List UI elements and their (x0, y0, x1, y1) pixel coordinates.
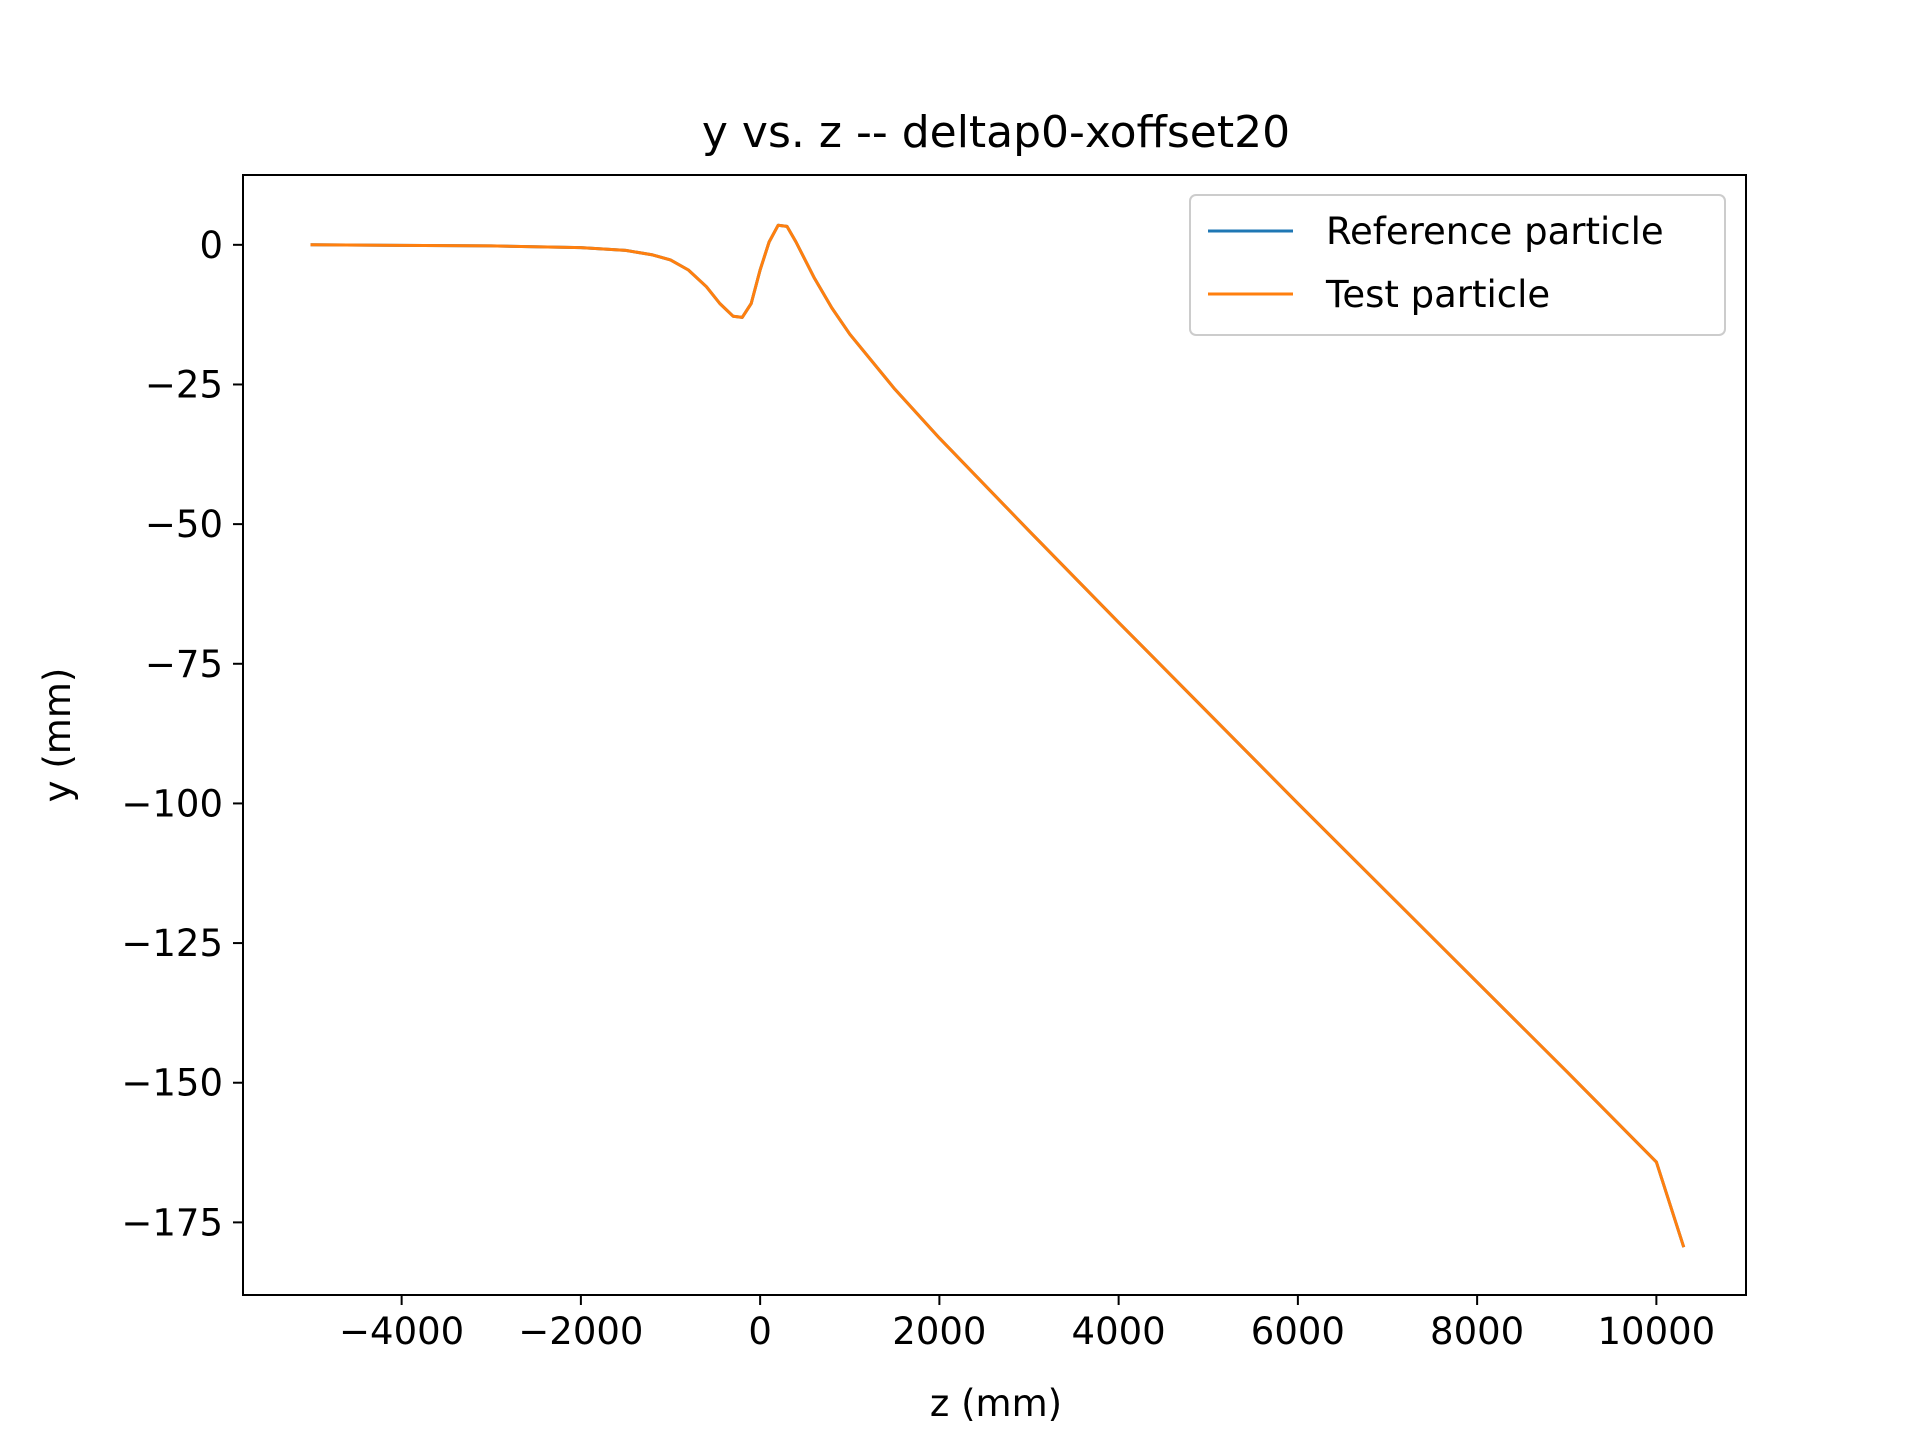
y-tick-label: −100 (121, 782, 223, 825)
chart-title: y vs. z -- deltap0-xoffset20 (702, 107, 1290, 158)
plot-area (243, 175, 1746, 1295)
x-tick-label: 2000 (892, 1310, 986, 1353)
y-tick-label: −125 (121, 922, 223, 965)
y-tick-label: −150 (121, 1062, 223, 1105)
x-tick-label: 8000 (1430, 1310, 1524, 1353)
x-tick-label: 4000 (1072, 1310, 1166, 1353)
y-axis-label: y (mm) (36, 668, 79, 803)
x-axis: −4000 −2000 0 2000 4000 6000 8000 10000 (339, 1295, 1715, 1353)
series-line-test (310, 223, 1686, 1248)
y-axis: 0 −25 −50 −75 −100 −125 −150 −175 (121, 224, 243, 1244)
y-tick-label: −50 (145, 503, 223, 546)
x-tick-label: 6000 (1251, 1310, 1345, 1353)
legend-frame (1189, 194, 1726, 336)
y-tick-label: −175 (121, 1201, 223, 1244)
x-tick-label: −2000 (518, 1310, 643, 1353)
legend: Reference particle Test particle (1189, 194, 1726, 336)
x-tick-label: 0 (748, 1310, 772, 1353)
series-layer (310, 223, 1686, 1248)
x-axis-label: z (mm) (930, 1382, 1062, 1425)
y-tick-label: −25 (145, 363, 223, 406)
y-tick-label: −75 (145, 643, 223, 686)
legend-label-reference: Reference particle (1326, 210, 1664, 253)
axes-frame (242, 174, 1747, 1296)
x-tick-label: −4000 (339, 1310, 464, 1353)
y-tick-label: 0 (199, 224, 223, 267)
legend-label-test: Test particle (1325, 273, 1550, 316)
x-tick-label: 10000 (1598, 1310, 1716, 1353)
